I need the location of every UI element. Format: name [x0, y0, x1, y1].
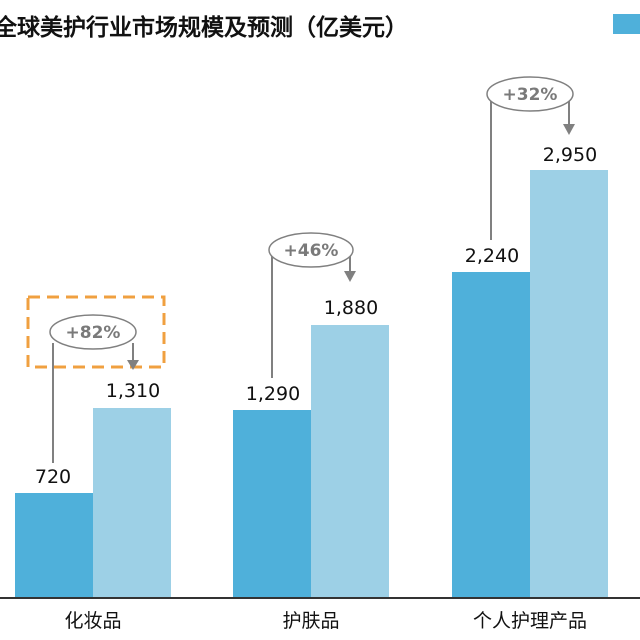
x-axis — [0, 597, 640, 599]
category-label: 护肤品 — [282, 610, 340, 632]
highlight-box — [26, 295, 166, 369]
value-label: 2,240 — [464, 245, 520, 267]
value-label: 2,950 — [542, 144, 598, 166]
bar-cosmetics-forecast — [93, 408, 171, 597]
growth-label: +82% — [66, 323, 121, 343]
chart-title: 全球美护行业市场规模及预测（亿美元） — [0, 15, 408, 41]
value-label: 1,290 — [245, 383, 301, 405]
bar-personalcare-forecast — [530, 170, 608, 597]
legend-swatch — [613, 14, 640, 34]
category-label: 个人护理产品 — [472, 610, 587, 632]
bar-cosmetics-current — [15, 493, 93, 597]
bar-skincare-current — [233, 410, 311, 597]
bar-personalcare-current — [452, 272, 530, 597]
value-label: 720 — [34, 466, 72, 488]
growth-label: +32% — [503, 85, 558, 105]
value-label: 1,310 — [105, 380, 161, 402]
growth-label: +46% — [284, 241, 339, 261]
bar-skincare-forecast — [311, 325, 389, 597]
category-label: 化妆品 — [64, 610, 122, 632]
value-label: 1,880 — [323, 297, 379, 319]
